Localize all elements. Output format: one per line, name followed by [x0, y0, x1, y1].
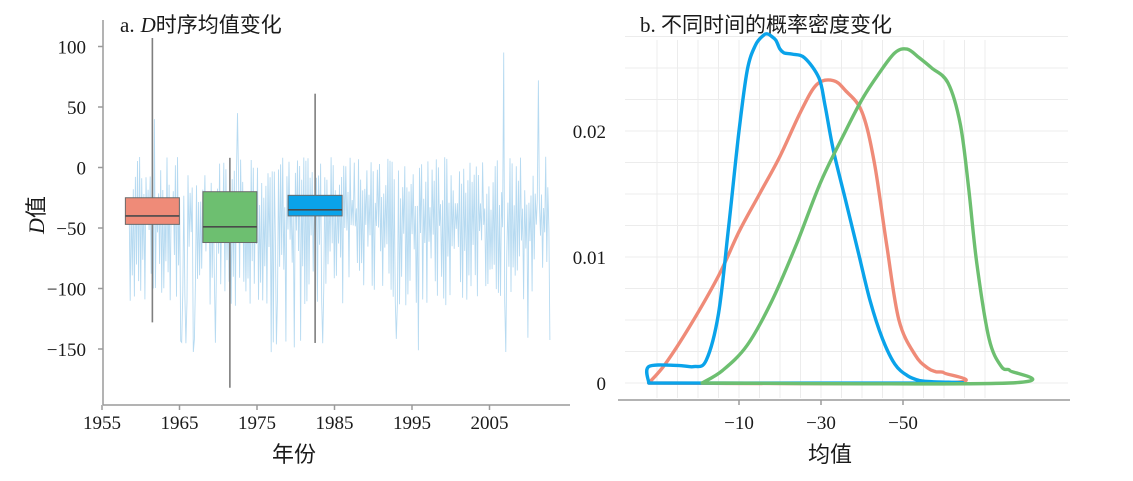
y-tick-label: 100	[58, 38, 87, 59]
x-tick-label-b: −50	[888, 413, 918, 434]
box	[202, 191, 258, 244]
x-ticks-b: −10 −30 −50	[724, 400, 918, 434]
y-tick-label: −100	[47, 280, 86, 301]
panel-b: b. 不同时间的概率密度变化 −10 −30 −50 00.010.02 均值	[573, 13, 1070, 467]
density-line	[647, 78, 968, 386]
y-tick-label-b: 0.02	[573, 122, 606, 143]
y-tick-label: −50	[56, 219, 86, 240]
x-tick-label-b: −10	[724, 413, 754, 434]
boxplot-group	[124, 38, 343, 388]
y-ticks: 100 50 0 −50 −100 −150	[47, 38, 103, 361]
box	[287, 194, 343, 217]
x-tick-label: 1975	[238, 413, 276, 434]
density-line	[644, 32, 965, 385]
x-axis-label-b: 均值	[808, 442, 852, 467]
box	[124, 197, 180, 225]
background-series	[128, 52, 551, 353]
density-lines	[644, 32, 1035, 386]
x-axis-label: 年份	[272, 442, 316, 467]
x-tick-label: 2005	[471, 413, 509, 434]
x-tick-label-b: −30	[806, 413, 836, 434]
x-tick-label: 1965	[161, 413, 199, 434]
panel-a: a. D时序均值变化 1955 1965 1975 1985 1995 2005 100 50…	[24, 13, 570, 467]
y-tick-label-b: 0	[597, 374, 607, 395]
background-line	[128, 52, 551, 353]
y-tick-label-b: 0.01	[573, 248, 606, 269]
density-line	[700, 47, 1035, 386]
y-ticks-b: 0 0.01 0.02	[573, 122, 606, 395]
x-tick-label: 1985	[316, 413, 354, 434]
panel-a-title: a. D时序均值变化	[120, 13, 282, 37]
y-tick-label: 0	[77, 159, 87, 180]
y-tick-label: −150	[47, 340, 86, 361]
x-tick-label: 1955	[83, 413, 121, 434]
y-tick-label: 50	[67, 98, 86, 119]
x-ticks: 1955 1965 1975 1985 1995 2005	[83, 405, 509, 434]
y-axis-label: D值	[24, 196, 49, 235]
x-tick-label: 1995	[393, 413, 431, 434]
